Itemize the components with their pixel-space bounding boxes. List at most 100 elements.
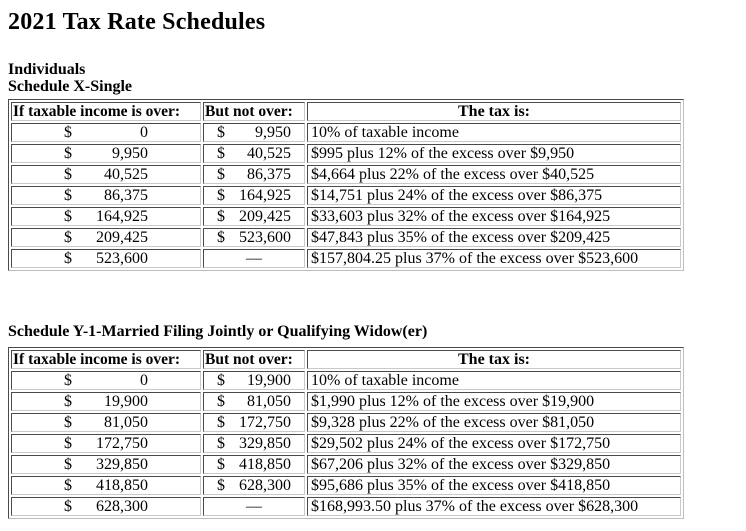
tax-formula-cell: $29,502 plus 24% of the excess over $172… [307,434,681,453]
dollar-sign: $ [64,187,72,204]
table-row: $164,925 $209,425 $33,603 plus 32% of the … [11,207,681,226]
amount-group: $81,050 [64,414,148,431]
tax-formula-cell: 10% of taxable income [307,123,681,142]
amount-group: $523,600 [64,250,148,267]
tax-table-single: If taxable income is over: But not over:… [8,99,684,271]
amount-cell: $164,925 [11,207,201,226]
amount-group: $418,850 [64,477,148,494]
amount-group: $164,925 [217,187,291,204]
amount-cell: $418,850 [11,476,201,495]
header-row: If taxable income is over: But not over:… [11,102,681,121]
dollar-sign: $ [64,229,72,246]
table-row: $0 $19,900 10% of taxable income [11,371,681,390]
amount-cell: $523,600 [203,228,305,247]
amount-value: 418,850 [239,456,291,473]
schedule-y1-mfj-section: Schedule Y-1-Married Filing Jointly or Q… [8,323,738,519]
amount-value: 628,300 [239,477,291,494]
schedule-y1-heading: Schedule Y-1-Married Filing Jointly or Q… [8,323,738,340]
amount-value: 329,850 [96,456,148,473]
amount-value: 0 [140,124,148,141]
dollar-sign: $ [64,145,72,162]
amount-value: 81,050 [104,414,148,431]
amount-cell: $9,950 [11,144,201,163]
amount-value: 329,850 [239,435,291,452]
tax-formula-cell: $4,664 plus 22% of the excess over $40,5… [307,165,681,184]
dollar-sign: $ [217,414,225,431]
amount-cell: $523,600 [11,249,201,268]
dollar-sign: $ [217,372,225,389]
dollar-sign: $ [217,124,225,141]
amount-cell: $81,050 [11,413,201,432]
tax-formula-cell: $47,843 plus 35% of the excess over $209… [307,228,681,247]
table-row: $40,525 $86,375 $4,664 plus 22% of the exc… [11,165,681,184]
amount-value: 209,425 [239,208,291,225]
amount-cell: $0 [11,123,201,142]
tax-formula-cell: $995 plus 12% of the excess over $9,950 [307,144,681,163]
tax-formula-cell: 10% of taxable income [307,371,681,390]
heading-schedule-y1: Schedule Y-1-Married Filing Jointly or Q… [8,323,428,340]
tax-formula-cell: $95,686 plus 35% of the excess over $418… [307,476,681,495]
dollar-sign: $ [217,229,225,246]
schedule-x-heading: Individuals Schedule X-Single [8,61,738,95]
amount-group: $86,375 [217,166,291,183]
amount-cell: $172,750 [11,434,201,453]
amount-cell: $19,900 [11,392,201,411]
tax-formula-cell: $33,603 plus 32% of the excess over $164… [307,207,681,226]
amount-cell: $209,425 [11,228,201,247]
amount-group: $19,900 [217,372,291,389]
dollar-sign: $ [217,208,225,225]
amount-value: 9,950 [112,145,148,162]
dollar-sign: $ [217,145,225,162]
amount-group: $40,525 [64,166,148,183]
page-title: 2021 Tax Rate Schedules [8,9,266,35]
amount-group: $19,900 [64,393,148,410]
heading-individuals: Individuals [8,61,86,78]
amount-cell: $628,300 [11,497,201,516]
table-row: $523,600 — $157,804.25 plus 37% of the exc… [11,249,681,268]
tax-formula-cell: $157,804.25 plus 37% of the excess over … [307,249,681,268]
amount-value: 86,375 [104,187,148,204]
amount-value: 0 [140,372,148,389]
dollar-sign: $ [64,414,72,431]
dollar-sign: $ [64,477,72,494]
amount-group: $329,850 [64,456,148,473]
amount-group: $9,950 [217,124,291,141]
header-row: If taxable income is over: But not over:… [11,350,681,369]
amount-cell: $9,950 [203,123,305,142]
col-header-not-over: But not over: [203,102,305,121]
dollar-sign: $ [217,393,225,410]
amount-group: $329,850 [217,435,291,452]
amount-value: 172,750 [239,414,291,431]
dollar-sign: $ [217,166,225,183]
amount-group: $81,050 [217,393,291,410]
dollar-sign: $ [64,372,72,389]
table-header: If taxable income is over: But not over:… [11,102,681,121]
amount-group: $9,950 [64,145,148,162]
tax-formula-cell: $14,751 plus 24% of the excess over $86,… [307,186,681,205]
schedule-x-single-section: Individuals Schedule X-Single If taxable… [8,61,738,271]
amount-cell: $86,375 [11,186,201,205]
dollar-sign: $ [217,456,225,473]
tax-formula-cell: $1,990 plus 12% of the excess over $19,9… [307,392,681,411]
amount-value: 164,925 [239,187,291,204]
col-header-not-over: But not over: [203,350,305,369]
col-header-tax-is: The tax is: [307,350,681,369]
table-row: $172,750 $329,850 $29,502 plus 24% of the … [11,434,681,453]
amount-cell: $329,850 [11,455,201,474]
table-row: $19,900 $81,050 $1,990 plus 12% of the exc… [11,392,681,411]
dollar-sign: $ [64,124,72,141]
no-upper-limit-dash: — [203,497,305,516]
no-upper-limit-dash: — [203,249,305,268]
amount-group: $209,425 [217,208,291,225]
amount-value: 40,525 [247,145,291,162]
dollar-sign: $ [64,166,72,183]
tax-formula-cell: $67,206 plus 32% of the excess over $329… [307,455,681,474]
amount-group: $40,525 [217,145,291,162]
heading-schedule-x-single: Schedule X-Single [8,78,133,95]
table-body: $0 $19,900 10% of taxable income $19,900 $81… [11,371,681,516]
amount-value: 209,425 [96,229,148,246]
amount-value: 164,925 [96,208,148,225]
table-header: If taxable income is over: But not over:… [11,350,681,369]
amount-cell: $172,750 [203,413,305,432]
dollar-sign: $ [217,477,225,494]
